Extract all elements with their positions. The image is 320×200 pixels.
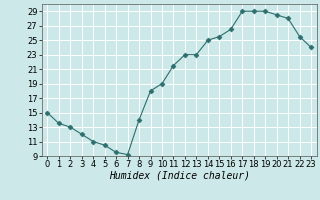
X-axis label: Humidex (Indice chaleur): Humidex (Indice chaleur) <box>109 171 250 181</box>
